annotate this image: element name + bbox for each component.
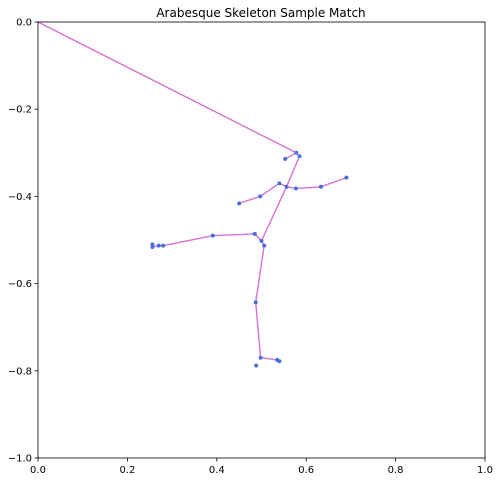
skeleton-segment-3: [238, 182, 280, 205]
keypoint-7: [344, 175, 349, 180]
keypoint-13: [210, 233, 215, 238]
skeleton-segment-0: [37, 21, 297, 154]
x-tick-label: 0.2: [119, 465, 135, 476]
keypoint-21: [277, 359, 282, 364]
keypoint-10: [252, 231, 257, 236]
x-tick-label: 0.4: [209, 465, 225, 476]
keypoint-22: [254, 363, 259, 368]
keypoint-15: [156, 243, 161, 248]
chart-title: Arabesque Skeleton Sample Match: [156, 6, 365, 20]
skeleton-lines: [37, 21, 347, 361]
keypoint-9: [237, 201, 242, 206]
y-tick-label: −0.8: [8, 366, 32, 377]
x-tick-label: 0.8: [388, 465, 404, 476]
keypoint-14: [161, 243, 166, 248]
keypoint-12: [262, 243, 267, 248]
keypoint-18: [253, 300, 258, 305]
skeleton-segment-1: [260, 152, 301, 242]
y-axis-ticks: 0.0 −0.2 −0.4 −0.6 −0.8 −1.0: [8, 18, 38, 465]
x-tick-label: 1.0: [477, 465, 493, 476]
x-tick-label: 0.0: [30, 465, 46, 476]
keypoint-8: [258, 194, 263, 199]
y-tick-label: −1.0: [8, 454, 32, 465]
keypoint-0: [283, 156, 288, 161]
keypoint-6: [318, 184, 323, 189]
keypoint-11: [259, 238, 264, 243]
keypoint-4: [284, 184, 289, 189]
y-tick-label: −0.2: [8, 105, 32, 116]
y-tick-label: −0.4: [8, 192, 32, 203]
y-tick-label: −0.6: [8, 279, 32, 290]
keypoint-5: [293, 186, 298, 191]
keypoint-1: [294, 150, 299, 155]
skeleton-segment-4: [152, 233, 278, 361]
plot-frame: [37, 21, 486, 459]
keypoint-19: [258, 355, 263, 360]
x-tick-label: 0.6: [298, 465, 314, 476]
keypoint-2: [297, 154, 302, 159]
keypoint-17: [150, 244, 155, 249]
keypoints: [150, 150, 349, 368]
x-axis-ticks: 0.0 0.2 0.4 0.6 0.8 1.0: [30, 458, 493, 476]
keypoint-3: [277, 181, 282, 186]
y-tick-label: 0.0: [16, 18, 32, 29]
